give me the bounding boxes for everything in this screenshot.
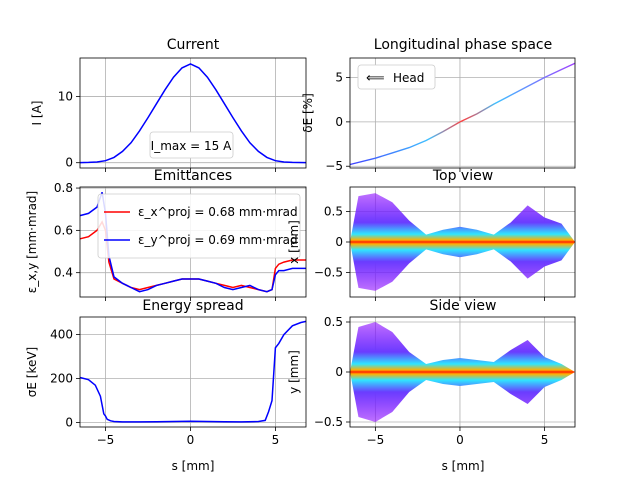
espread-ytick-label: 400 <box>50 328 73 342</box>
topview-title: Top view <box>432 168 493 184</box>
emittances-title: Emittances <box>154 168 232 184</box>
current-annotation-box: I_max = 15 A <box>149 131 234 159</box>
current-ytick-label: 0 <box>65 156 73 170</box>
espread-ytick-label: 200 <box>50 372 73 386</box>
espread-xtick-label: 5 <box>272 433 280 447</box>
topview-ytick-label: 0 <box>335 235 343 249</box>
panel-current: Current 0 10 I [A] I_max = 15 A <box>30 37 307 172</box>
panel-topview: Top view −0.5 0 0.5 x [mm] <box>287 168 576 301</box>
espread-xtick-label: 0 <box>187 433 195 447</box>
current-series-line <box>79 63 307 164</box>
lps-legend-label: Head <box>393 71 424 85</box>
sideview-ticks: −5 0 5 −0.5 0 0.5 <box>314 315 549 447</box>
panel-espread: Energy spread −5 0 5 0 200 400 σE [keV] s [mm… <box>25 298 307 473</box>
lps-ytick-label: −5 <box>325 159 343 173</box>
espread-axes-frame <box>79 316 307 428</box>
current-ticks: 0 10 <box>58 89 276 172</box>
current-ylabel: I [A] <box>30 101 44 126</box>
panel-emittances: Emittances 0.4 0.6 0.8 ε_x,y [mm·mrad] ε_x… <box>25 168 307 301</box>
sideview-title: Side view <box>430 298 497 314</box>
sideview-xtick-label: −5 <box>367 433 385 447</box>
emittances-ytick-label: 0.6 <box>54 223 73 237</box>
espread-title: Energy spread <box>142 298 243 314</box>
current-title: Current <box>167 37 220 53</box>
current-ytick-label: 10 <box>58 89 73 103</box>
sideview-beam-envelope <box>350 322 575 422</box>
emittances-axes-frame <box>79 186 307 298</box>
lps-series-line <box>349 62 576 166</box>
sideview-ytick-label: −0.5 <box>314 415 343 429</box>
espread-grid <box>80 317 306 427</box>
current-annotation-text: I_max = 15 A <box>151 139 232 153</box>
legend-ex-label: ε_x^proj = 0.68 mm·mrad <box>138 205 298 219</box>
topview-beam-envelope <box>350 193 575 291</box>
lps-legend-arrow-icon: ⟸ <box>366 71 385 86</box>
lps-ytick-label: 0 <box>335 115 343 129</box>
lps-ytick-label: 5 <box>335 71 343 85</box>
topview-ticks: −0.5 0 0.5 <box>314 204 545 301</box>
espread-ytick-label: 0 <box>65 416 73 430</box>
sideview-xtick-label: 0 <box>456 433 464 447</box>
espread-series-line <box>79 320 307 423</box>
topview-ytick-label: 0.5 <box>324 204 343 218</box>
espread-ylabel: σE [keV] <box>25 347 39 397</box>
panel-lps: Longitudinal phase space −5 0 5 δE [%] ⟸ H… <box>301 37 576 173</box>
lps-ticks: −5 0 5 <box>325 71 545 173</box>
espread-xlabel: s [mm] <box>172 459 215 473</box>
sideview-ylabel: y [mm] <box>287 350 301 394</box>
topview-ylabel: x [mm] <box>287 220 301 264</box>
legend-ey-label: ε_y^proj = 0.69 mm·mrad <box>138 233 298 247</box>
current-grid <box>80 58 306 168</box>
emittances-ytick-label: 0.4 <box>54 266 73 280</box>
sideview-ytick-label: 0.5 <box>324 315 343 329</box>
emittances-legend: ε_x^proj = 0.68 mm·mrad ε_y^proj = 0.69 … <box>97 193 301 259</box>
lps-axes-frame <box>349 57 576 169</box>
espread-xtick-label: −5 <box>97 433 115 447</box>
sideview-xlabel: s [mm] <box>442 459 485 473</box>
current-axes-frame <box>79 57 307 169</box>
lps-ylabel: δE [%] <box>301 93 315 133</box>
emittances-ticks: 0.4 0.6 0.8 <box>54 181 276 301</box>
sideview-ytick-label: 0 <box>335 365 343 379</box>
emittances-ylabel: ε_x,y [mm·mrad] <box>25 191 39 293</box>
topview-ytick-label: −0.5 <box>314 266 343 280</box>
sideview-xtick-label: 5 <box>541 433 549 447</box>
lps-legend: ⟸ Head <box>357 64 436 90</box>
emittances-ytick-label: 0.8 <box>54 181 73 195</box>
lps-title: Longitudinal phase space <box>374 37 552 53</box>
panel-sideview: Side view −5 0 5 −0.5 0 0.5 y [mm] s [mm] <box>287 298 576 473</box>
espread-ticks: −5 0 5 0 200 400 <box>50 328 279 447</box>
